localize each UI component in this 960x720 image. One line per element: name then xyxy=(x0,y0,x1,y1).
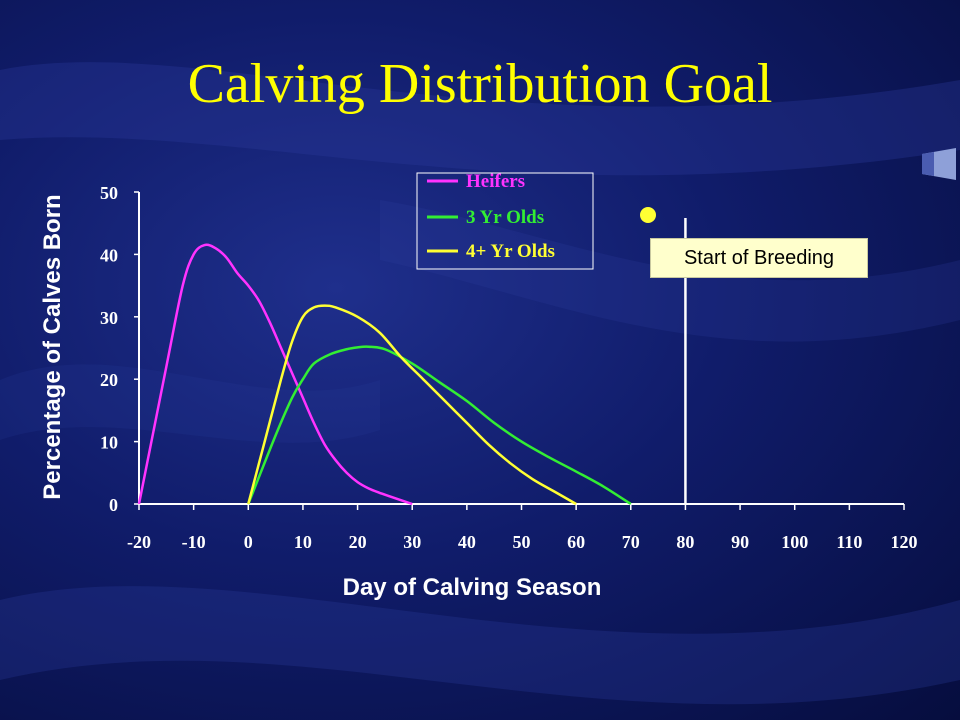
x-tick-label: -20 xyxy=(127,532,151,552)
y-tick-label: 10 xyxy=(100,433,118,453)
x-tick-label: 30 xyxy=(403,532,421,552)
legend-label-heifers: Heifers xyxy=(466,171,525,192)
chart-legend: Heifers 3 Yr Olds 4+ Yr Olds xyxy=(416,171,594,270)
legend-label-4-plus-yr-olds: 4+ Yr Olds xyxy=(466,241,555,262)
x-tick-label: 40 xyxy=(458,532,476,552)
x-tick-label: 20 xyxy=(349,532,367,552)
y-axis-title: Percentage of Calves Born xyxy=(39,194,66,499)
chart-axes: -20 -10 0 10 20 30 40 50 60 70 80 90 100 110 120 0 10 20 3… xyxy=(100,183,918,552)
y-tick-label: 0 xyxy=(109,495,118,515)
x-tick-label: 10 xyxy=(294,532,312,552)
x-tick-label: 80 xyxy=(676,532,694,552)
x-tick-label: 50 xyxy=(513,532,531,552)
x-tick-label: 0 xyxy=(244,532,253,552)
x-tick-label: -10 xyxy=(182,532,206,552)
series-line-4-plus-yr-olds xyxy=(247,304,577,506)
side-tab-decoration xyxy=(922,148,956,180)
y-tick-label: 20 xyxy=(100,370,118,390)
x-tick-label: 120 xyxy=(891,532,918,552)
breeding-start-marker-dot xyxy=(640,207,656,223)
y-tick-label: 40 xyxy=(100,245,118,265)
y-tick-label: 50 xyxy=(100,183,118,203)
chart-series xyxy=(137,243,632,506)
start-of-breeding-label: Start of Breeding xyxy=(650,238,868,278)
x-tick-label: 90 xyxy=(731,532,749,552)
x-tick-label: 70 xyxy=(622,532,640,552)
series-line-heifers xyxy=(137,243,413,506)
y-tick-label: 30 xyxy=(100,308,118,328)
series-line-3-yr-olds xyxy=(247,345,632,506)
x-tick-label: 100 xyxy=(781,532,808,552)
legend-label-3-yr-olds: 3 Yr Olds xyxy=(466,207,544,228)
slide-title: Calving Distribution Goal xyxy=(187,53,773,115)
x-axis-title: Day of Calving Season xyxy=(343,574,602,601)
legend-box xyxy=(416,172,594,270)
x-tick-label: 60 xyxy=(567,532,585,552)
x-tick-label: 110 xyxy=(836,532,862,552)
